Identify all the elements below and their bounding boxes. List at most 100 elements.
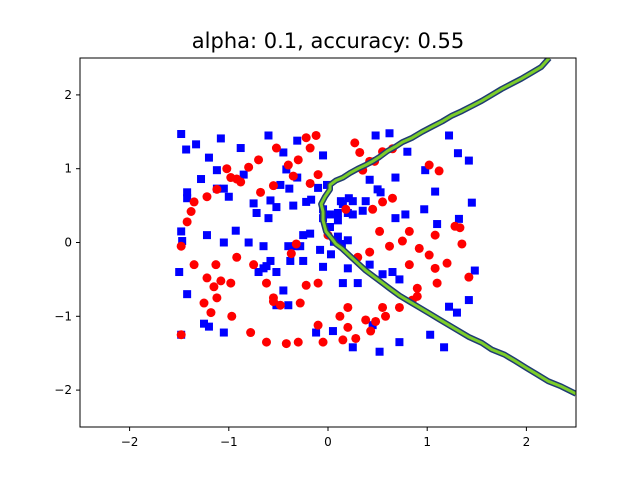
data-point-circle	[414, 243, 424, 253]
data-point-circle	[361, 315, 371, 325]
data-point-circle	[261, 337, 271, 347]
data-point-square	[336, 197, 345, 206]
data-point-square	[204, 322, 213, 331]
data-point-circle	[350, 138, 360, 148]
data-point-square	[266, 256, 275, 265]
data-point-square	[216, 134, 225, 143]
data-point-circle	[432, 278, 442, 288]
data-point-circle	[222, 164, 232, 174]
data-point-circle	[404, 260, 414, 270]
data-point-square	[182, 145, 191, 154]
data-point-circle	[227, 311, 237, 321]
data-point-square	[365, 260, 374, 269]
data-point-square	[333, 208, 342, 217]
data-point-circle	[355, 147, 365, 157]
data-point-square	[264, 214, 273, 223]
data-point-square	[202, 231, 211, 240]
data-point-circle	[305, 178, 315, 188]
data-point-circle	[226, 278, 236, 288]
data-point-square	[219, 328, 228, 337]
data-point-square	[285, 184, 294, 193]
data-point-square	[177, 130, 186, 139]
data-point-circle	[368, 204, 378, 214]
data-point-circle	[341, 204, 351, 214]
data-point-square	[368, 321, 377, 330]
data-point-square	[328, 327, 337, 336]
data-point-square	[264, 131, 273, 140]
data-point-square	[284, 242, 293, 251]
data-point-circle	[365, 247, 375, 257]
data-point-square	[302, 197, 311, 206]
data-point-square	[299, 231, 308, 240]
data-point-square	[454, 214, 463, 223]
data-point-square	[307, 195, 316, 204]
data-point-circle	[275, 300, 285, 310]
data-point-square	[312, 328, 321, 337]
data-point-square	[289, 201, 298, 210]
decision-boundary-inner	[319, 58, 576, 396]
data-point-square	[272, 268, 281, 277]
data-point-square	[231, 226, 240, 235]
data-point-square	[426, 330, 435, 339]
data-point-circle	[176, 241, 186, 251]
data-point-circle	[176, 330, 186, 340]
data-point-circle	[189, 260, 199, 270]
data-point-circle	[371, 316, 381, 326]
data-point-square	[286, 256, 295, 265]
data-point-square	[219, 184, 228, 193]
data-point-square	[259, 242, 268, 251]
data-point-square	[371, 131, 380, 140]
data-point-square	[175, 268, 184, 277]
data-point-circle	[313, 278, 323, 288]
data-point-circle	[293, 337, 303, 347]
data-point-circle	[268, 297, 278, 307]
data-point-square	[365, 175, 374, 184]
data-point-square	[361, 197, 370, 206]
data-point-square	[276, 180, 285, 189]
data-point-circle	[434, 166, 444, 176]
data-point-square	[319, 262, 328, 271]
data-point-circle	[199, 298, 209, 308]
data-point-square	[279, 148, 288, 157]
plot-area	[175, 58, 576, 397]
data-point-square	[244, 238, 253, 247]
data-point-circle	[271, 143, 281, 153]
data-point-square	[266, 196, 275, 205]
data-point-circle	[254, 155, 264, 165]
data-point-square	[314, 183, 323, 192]
data-point-square	[183, 194, 192, 203]
data-point-circle	[442, 258, 452, 268]
data-point-circle	[291, 239, 301, 249]
data-point-circle	[455, 223, 465, 233]
data-point-circle	[343, 322, 353, 332]
data-point-circle	[281, 339, 291, 349]
data-point-square	[262, 262, 271, 271]
data-point-square	[348, 343, 357, 352]
data-point-square	[378, 270, 387, 279]
data-point-square	[326, 250, 335, 259]
data-point-square	[177, 227, 186, 236]
data-point-square	[183, 188, 192, 197]
data-point-square	[325, 223, 334, 232]
data-point-square	[249, 199, 258, 208]
data-point-square	[464, 156, 473, 165]
data-point-circle	[216, 276, 226, 286]
data-point-square	[204, 153, 213, 162]
data-point-circle	[209, 282, 219, 292]
data-point-square	[433, 220, 442, 229]
data-point-circle	[256, 187, 266, 197]
data-point-square	[192, 140, 201, 149]
data-point-circle	[387, 193, 397, 203]
data-point-square	[333, 216, 342, 225]
data-point-square	[470, 266, 479, 275]
data-point-square	[401, 210, 410, 219]
data-point-square	[284, 301, 293, 310]
data-point-circle	[313, 170, 323, 180]
data-point-circle	[430, 263, 440, 273]
data-point-circle	[385, 241, 395, 251]
data-point-circle	[232, 174, 242, 184]
data-point-square	[183, 290, 192, 299]
data-point-square	[431, 187, 440, 196]
data-point-circle	[212, 293, 222, 303]
